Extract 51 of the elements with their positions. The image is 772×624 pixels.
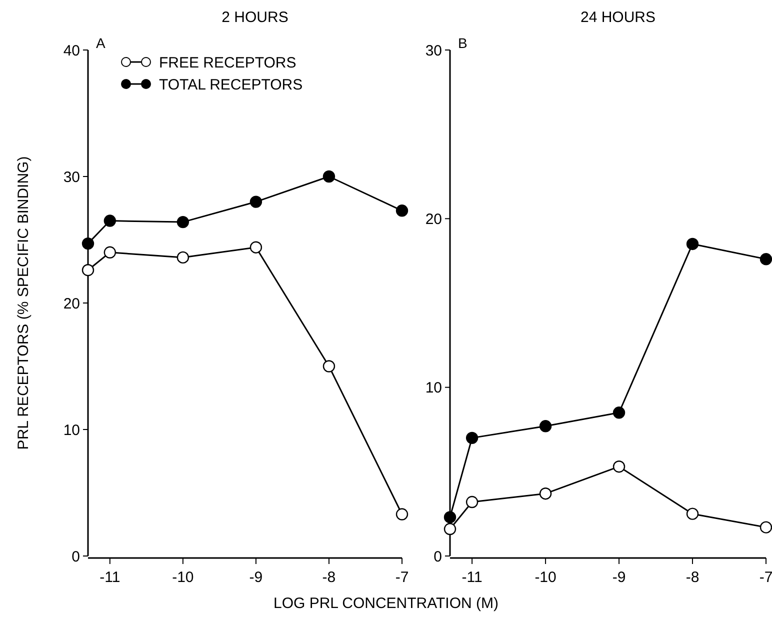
x-tick-label: -11: [100, 569, 120, 586]
point: [444, 511, 456, 524]
x-tick-label: -7: [395, 569, 409, 586]
point: [466, 432, 478, 444]
y-tick-label: 0: [434, 548, 442, 566]
point: [104, 214, 116, 227]
y-axis-title: PRL RECEPTORS (% SPECIFIC BINDING): [15, 156, 32, 450]
point: [396, 508, 408, 520]
y-tick-label: 30: [425, 42, 442, 60]
point: [444, 522, 456, 536]
x-tick-label: -8: [686, 569, 700, 586]
x-tick-label: -11: [462, 569, 482, 586]
legend-label: TOTAL RECEPTORS: [159, 76, 303, 94]
annotation: B: [458, 35, 468, 51]
annotation: A: [96, 35, 106, 51]
point: [176, 216, 190, 228]
point: [250, 241, 262, 254]
point: [686, 508, 699, 520]
point: [250, 196, 262, 208]
y-tick-label: 10: [63, 422, 80, 439]
x-tick-label: -9: [249, 569, 263, 586]
legend-label: FREE RECEPTORS: [159, 54, 296, 72]
y-tick-label: 10: [425, 380, 442, 397]
point: [322, 360, 336, 372]
point: [760, 253, 772, 266]
x-tick-label: -8: [322, 569, 336, 586]
point: [82, 237, 94, 250]
y-tick-label: 30: [63, 168, 80, 186]
point: [539, 420, 552, 432]
chart-title: 24 HOURS: [580, 9, 656, 26]
point: [104, 246, 116, 258]
point: [396, 204, 408, 217]
x-tick-label: -10: [172, 569, 194, 586]
y-tick-label: 20: [63, 295, 80, 312]
point: [539, 487, 552, 500]
point: [82, 264, 94, 276]
chart-title: 2 HOURS: [222, 9, 288, 26]
y-tick-label: 40: [63, 42, 80, 60]
point: [760, 521, 772, 534]
point: [612, 460, 626, 473]
x-tick-label: -9: [612, 569, 626, 586]
point: [466, 496, 478, 508]
y-tick-label: 20: [425, 210, 442, 228]
point: [176, 251, 190, 264]
y-tick-label: 0: [72, 548, 80, 566]
x-tick-label: -7: [759, 569, 772, 586]
x-axis-title: LOG PRL CONCENTRATION (M): [273, 595, 499, 612]
point: [686, 238, 699, 250]
x-tick-label: -10: [534, 569, 556, 586]
point: [612, 406, 626, 419]
point: [322, 170, 336, 183]
